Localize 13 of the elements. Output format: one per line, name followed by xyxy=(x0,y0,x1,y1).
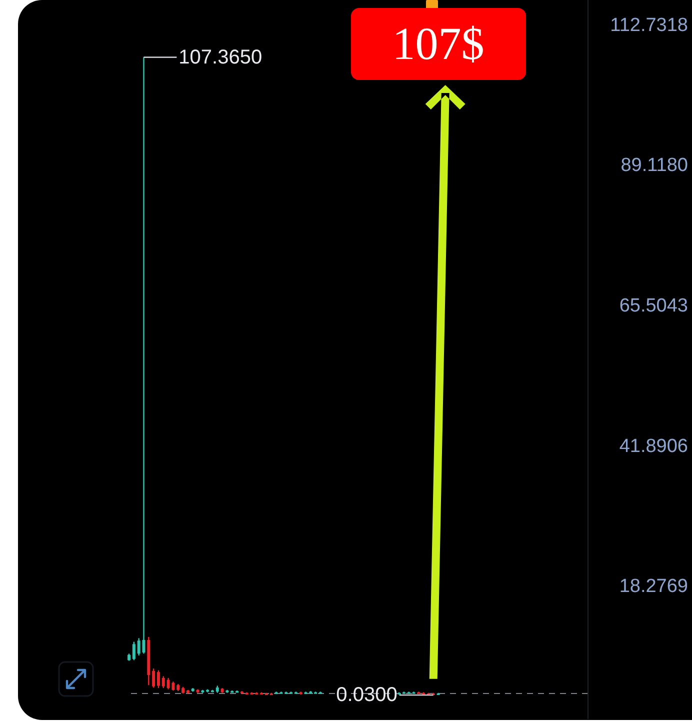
candlestick xyxy=(132,641,136,661)
annotation: 107.3650 xyxy=(178,46,262,68)
y-tick-label: 112.7318 xyxy=(610,14,688,36)
annotation: 0.0300 xyxy=(336,684,398,706)
y-tick-label: 65.5043 xyxy=(619,295,688,316)
label-box: 107$ xyxy=(350,8,526,80)
annotation: 107$ xyxy=(392,18,484,69)
candlestick xyxy=(152,668,156,688)
y-tick-label: 89.1180 xyxy=(620,155,688,176)
y-tick-label: 41.8906 xyxy=(619,436,688,457)
candlestick xyxy=(156,670,160,689)
candlestick xyxy=(162,676,165,689)
y-tick-label: 18.2769 xyxy=(619,576,688,598)
